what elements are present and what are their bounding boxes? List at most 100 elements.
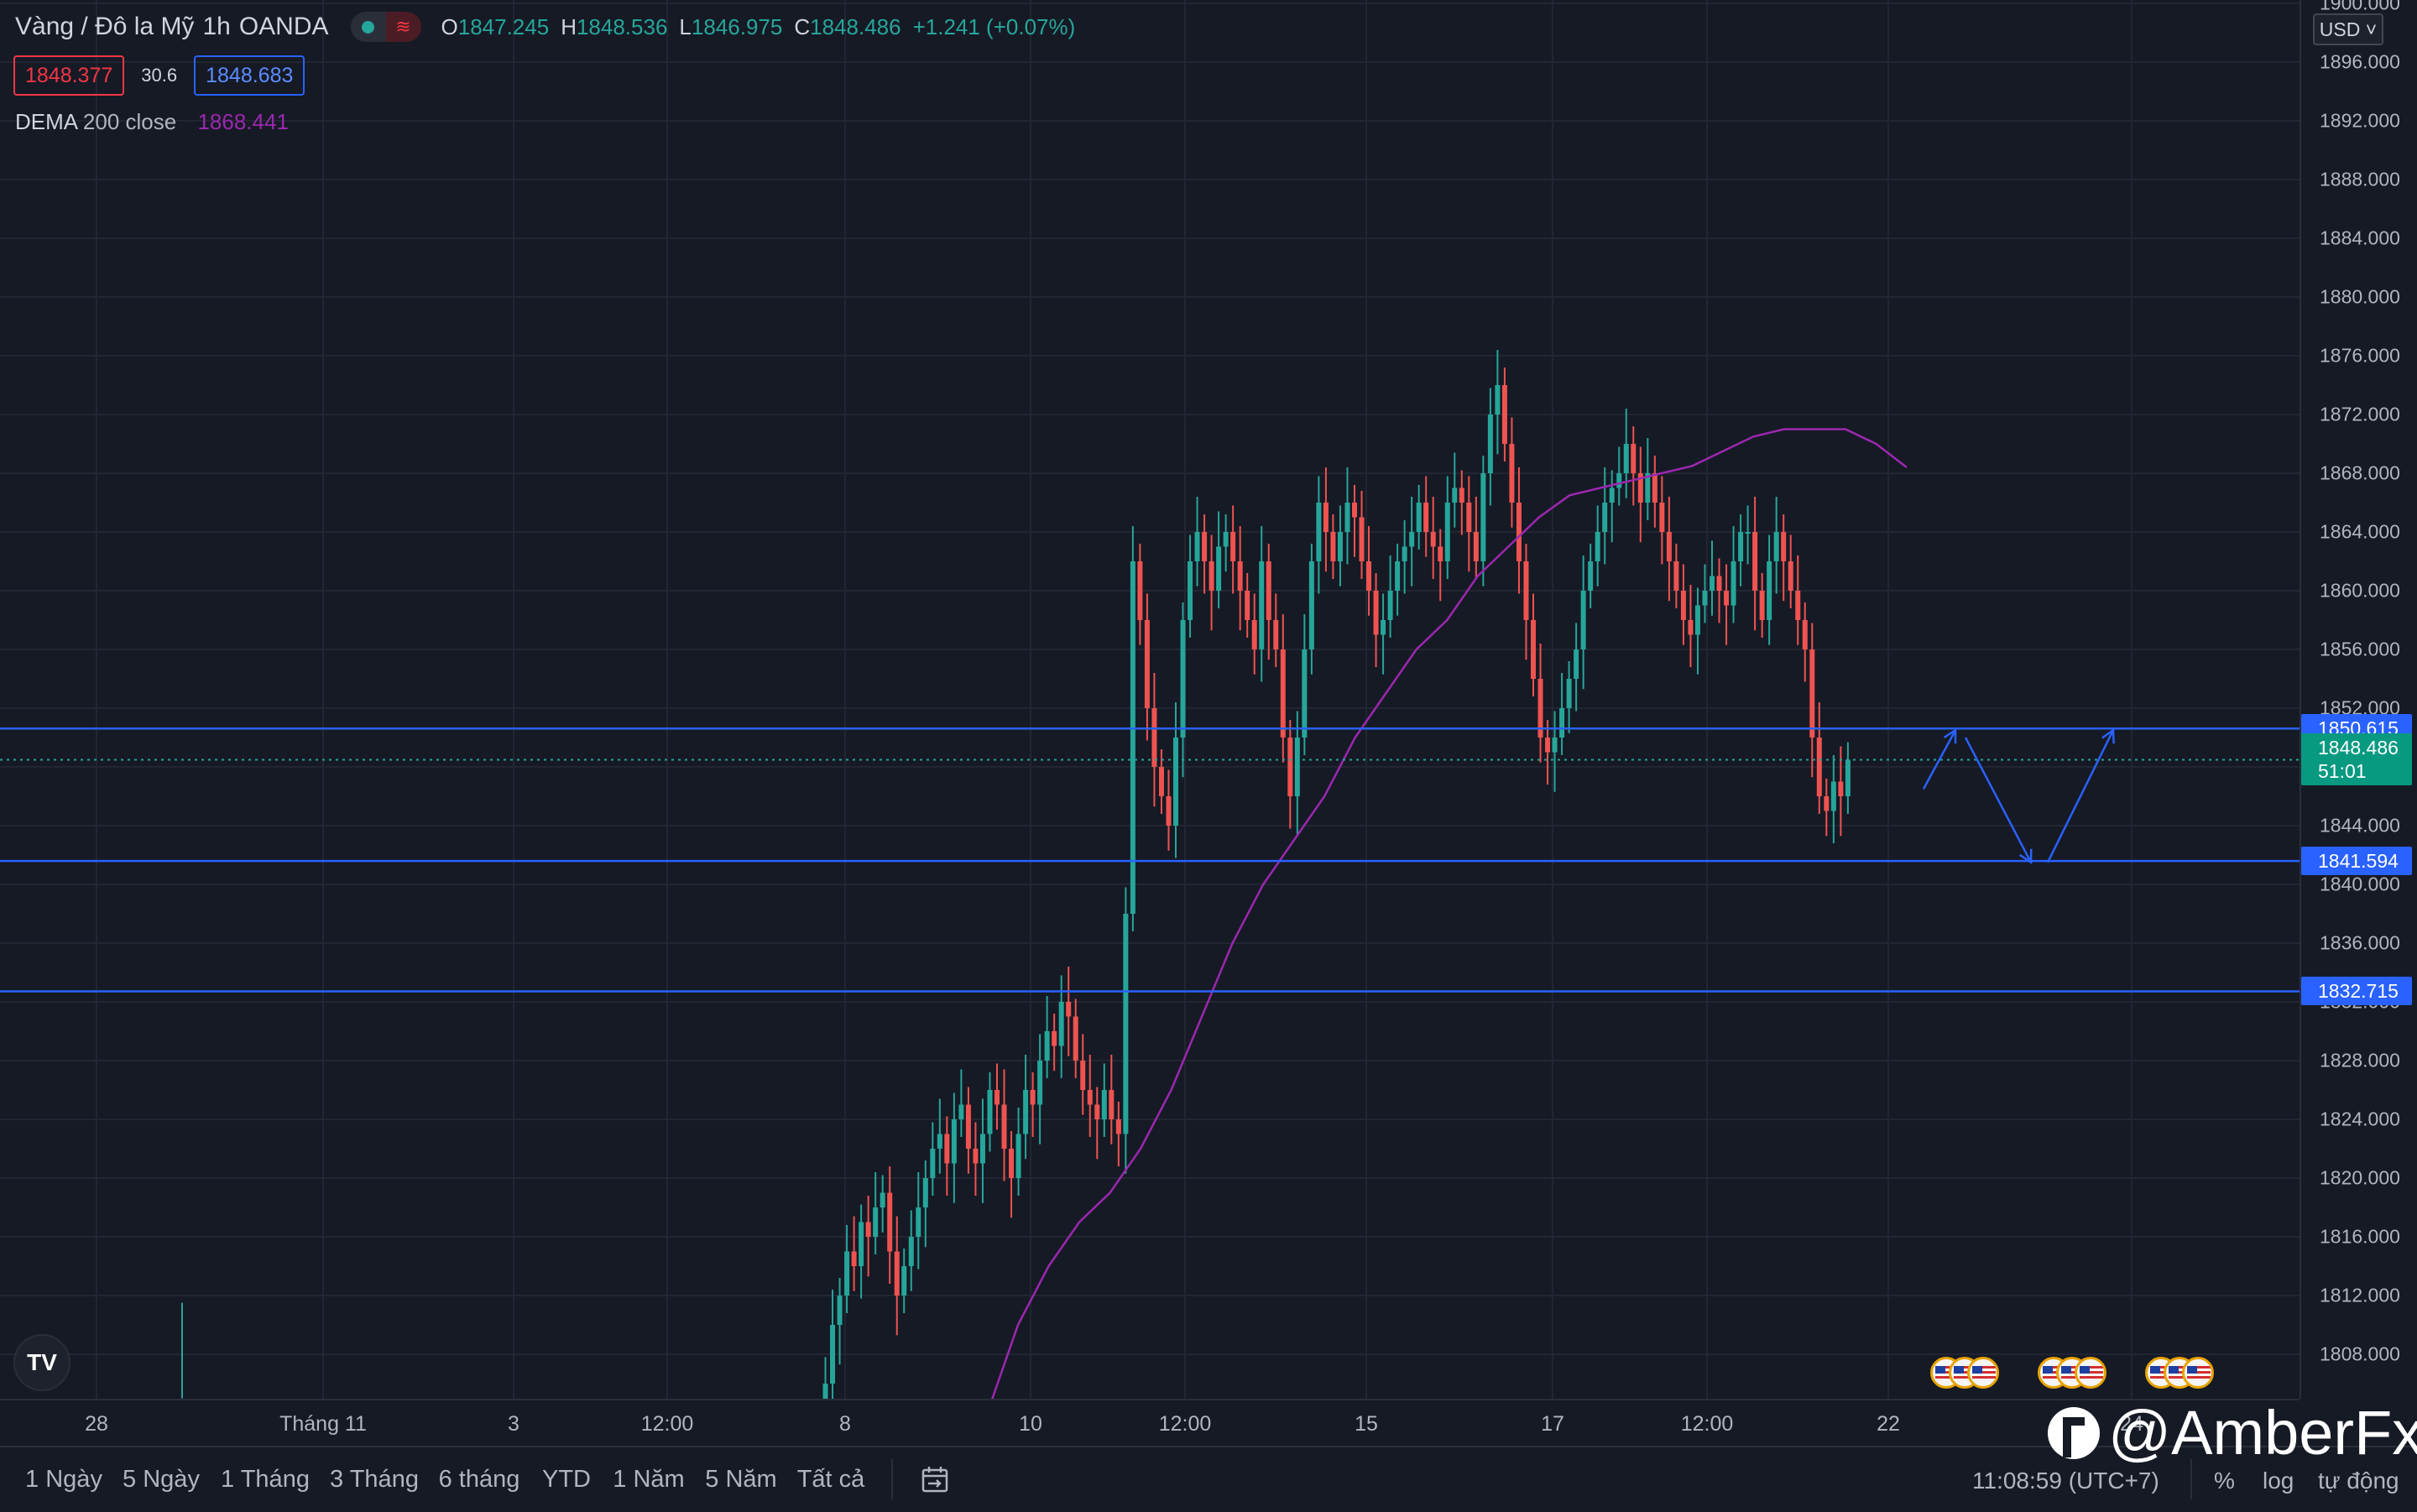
candle-body (1738, 532, 1744, 561)
us-flag-event-icon[interactable] (2075, 1357, 2106, 1389)
candle-body (859, 1222, 864, 1266)
range-button[interactable]: 5 Năm (705, 1466, 777, 1493)
candle-body (1409, 532, 1415, 547)
range-button[interactable]: 5 Ngày (123, 1466, 200, 1493)
candle-body (1001, 1104, 1007, 1149)
indicator-legend[interactable]: DEMA 200 close 1868.441 (15, 109, 289, 135)
watermark: @AmberFx (2048, 1397, 2417, 1468)
candle-body (944, 1134, 950, 1164)
projection-arrowhead (2101, 727, 2115, 744)
projection-arrow (1922, 729, 1957, 790)
chart-canvas[interactable] (0, 0, 2300, 1399)
candle-body (1216, 546, 1222, 591)
economic-events-group-1[interactable] (1930, 1357, 1999, 1389)
candle-body (1666, 532, 1672, 561)
candle-body (1609, 487, 1615, 503)
candle-body (1302, 649, 1308, 738)
us-flag-event-icon[interactable] (1967, 1357, 1999, 1389)
candle-body (1115, 1119, 1121, 1134)
range-button[interactable]: 1 Năm (613, 1466, 685, 1493)
candle-body (1574, 649, 1579, 679)
ohlc-change: +1.241 (+0.07%) (912, 13, 1076, 39)
price-tick-label: 1884.000 (2320, 227, 2400, 249)
candle-body (987, 1090, 993, 1134)
candle-body (851, 1251, 857, 1266)
candle-body (1824, 796, 1830, 811)
candle-body (1781, 532, 1787, 561)
interval-label[interactable]: 1h (202, 13, 231, 40)
candle-body (965, 1104, 971, 1149)
sell-button[interactable]: 1848.377 (13, 55, 125, 96)
candle-body (973, 1149, 979, 1164)
range-button[interactable]: 3 Tháng (330, 1466, 419, 1493)
price-tick-label: 1892.000 (2320, 109, 2400, 132)
log-scale-toggle[interactable]: log (2263, 1468, 2294, 1494)
currency-selector[interactable]: USD ˅ (2313, 13, 2383, 45)
candle-body (1466, 503, 1472, 532)
percent-scale-toggle[interactable]: % (2214, 1468, 2235, 1494)
symbol-name[interactable]: Vàng / Đô la Mỹ (15, 13, 195, 40)
time-tick-label: 17 (1541, 1412, 1564, 1436)
candle-body (1809, 649, 1815, 738)
economic-events-group-2[interactable] (2038, 1357, 2106, 1389)
candle-body (1259, 561, 1265, 649)
date-range-calendar-icon[interactable] (920, 1464, 950, 1494)
candle-body (894, 1251, 900, 1296)
time-tick-label: 12:00 (1680, 1412, 1734, 1436)
range-button[interactable]: 6 tháng (438, 1466, 520, 1493)
economic-events-group-3[interactable] (2145, 1357, 2214, 1389)
candle-body (1430, 532, 1436, 547)
candle-body (1588, 561, 1594, 591)
ohlc-close: C1848.486 (794, 13, 901, 39)
price-tick-label: 1844.000 (2320, 814, 2400, 837)
spread-value: 30.6 (141, 65, 178, 86)
price-axis[interactable]: 1900.000 1896.000 1892.000 1888.000 1884.000… (2300, 0, 2417, 1399)
candle-body (837, 1296, 843, 1325)
us-flag-event-icon[interactable] (2182, 1357, 2214, 1389)
candle-body (1130, 561, 1135, 914)
candle-body (1830, 781, 1836, 811)
candle-body (1188, 561, 1193, 620)
candle-body (1337, 532, 1343, 561)
candle-body (1673, 561, 1679, 591)
range-button[interactable]: YTD (542, 1466, 591, 1493)
time-axis[interactable]: 28 Tháng 11 3 12:00 8 10 12:00 15 17 12:00 22 24 (0, 1399, 2300, 1447)
candle-body (1509, 444, 1515, 503)
candle-body (1680, 591, 1686, 620)
buy-button[interactable]: 1848.683 (194, 55, 305, 96)
candle-body (1223, 532, 1229, 547)
candle-body (1637, 473, 1643, 503)
auto-scale-toggle[interactable]: tự động (2318, 1468, 2399, 1494)
range-button[interactable]: Tất cả (796, 1466, 865, 1493)
candle-body (1459, 487, 1464, 503)
candle-body (958, 1104, 964, 1119)
price-tick-label: 1880.000 (2320, 285, 2400, 308)
candle-body (1180, 620, 1186, 738)
chart-area[interactable]: Vàng / Đô la Mỹ 1h OANDA ≋ O1847.245 H18… (0, 0, 2300, 1399)
market-status-badge[interactable]: ≋ (350, 12, 421, 42)
candle-body (1158, 767, 1164, 796)
candle-body (930, 1149, 936, 1178)
candle-body (1316, 503, 1322, 561)
range-button[interactable]: 1 Tháng (221, 1466, 310, 1493)
candle-body (1773, 532, 1779, 561)
tradingview-logo-icon[interactable]: TV (13, 1334, 70, 1391)
brand-logo-icon (2048, 1406, 2100, 1459)
candle-body (916, 1207, 921, 1237)
candle-body (1087, 1090, 1093, 1105)
range-button[interactable]: 1 Ngày (25, 1466, 102, 1493)
candle-body (1623, 444, 1629, 473)
candle-body (1080, 1061, 1086, 1090)
candle-body (1716, 576, 1722, 591)
candle-body (1694, 605, 1700, 635)
clock-timezone[interactable]: 11:08:59 (UTC+7) (1972, 1468, 2159, 1494)
price-tick-label: 1816.000 (2320, 1225, 2400, 1248)
candle-body (880, 1192, 885, 1207)
candle-body (1273, 620, 1279, 649)
candle-body (1030, 1090, 1036, 1105)
candle-body (979, 1134, 985, 1164)
candle-body (844, 1251, 850, 1296)
candle-body (1745, 532, 1751, 534)
candle-body (1452, 487, 1458, 503)
candle-body (1173, 738, 1178, 826)
